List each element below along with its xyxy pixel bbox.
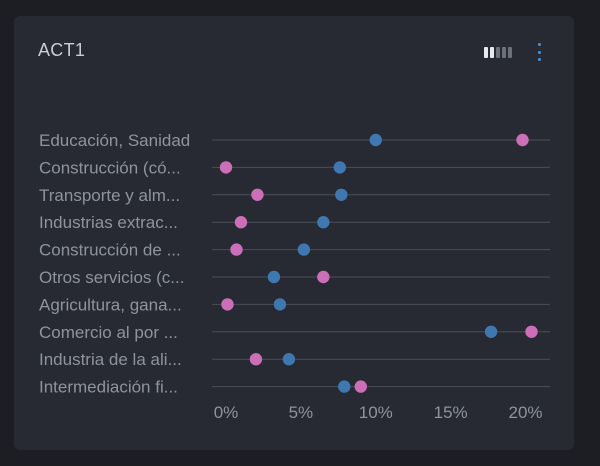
chart-card: ACT1 bbox=[14, 16, 574, 450]
data-point-series-1[interactable] bbox=[333, 161, 347, 174]
x-tick-label: 5% bbox=[289, 403, 314, 422]
data-point-series-2[interactable] bbox=[221, 298, 234, 311]
category-label: Agricultura, gana... bbox=[39, 295, 182, 314]
data-point-series-1[interactable] bbox=[317, 216, 330, 229]
data-point-series-2[interactable] bbox=[219, 161, 233, 174]
data-point-series-1[interactable] bbox=[282, 353, 296, 366]
data-point-series-2[interactable] bbox=[234, 216, 248, 229]
data-point-series-1[interactable] bbox=[335, 188, 348, 201]
data-point-series-1[interactable] bbox=[267, 270, 281, 284]
category-label: Otros servicios (c... bbox=[39, 268, 184, 287]
category-label: Educación, Sanidad bbox=[39, 131, 190, 150]
data-point-series-2[interactable] bbox=[354, 380, 367, 393]
x-tick-label: 10% bbox=[359, 403, 393, 422]
category-label: Industria de la ali... bbox=[39, 350, 182, 369]
kebab-menu-icon[interactable] bbox=[532, 41, 546, 63]
data-point-series-1[interactable] bbox=[297, 243, 311, 256]
x-tick-label: 15% bbox=[434, 403, 468, 422]
card-title: ACT1 bbox=[38, 40, 86, 60]
view-toggle-icon[interactable] bbox=[484, 47, 512, 58]
category-label: Construcción (có... bbox=[39, 158, 181, 177]
data-point-series-2[interactable] bbox=[317, 270, 330, 284]
data-point-series-2[interactable] bbox=[516, 133, 529, 147]
x-tick-label: 20% bbox=[509, 403, 543, 422]
category-label: Intermediación fi... bbox=[39, 378, 178, 397]
category-label: Construcción de ... bbox=[39, 241, 181, 260]
data-point-series-1[interactable] bbox=[273, 298, 287, 311]
data-point-series-1[interactable] bbox=[338, 380, 351, 393]
data-point-series-1[interactable] bbox=[369, 133, 382, 147]
data-point-series-2[interactable] bbox=[525, 325, 538, 338]
data-point-series-2[interactable] bbox=[251, 188, 264, 201]
data-point-series-2[interactable] bbox=[230, 243, 243, 256]
data-point-series-2[interactable] bbox=[249, 353, 263, 366]
data-point-series-1[interactable] bbox=[484, 325, 498, 338]
category-label: Transporte y alm... bbox=[39, 186, 180, 205]
category-label: Industrias extrac... bbox=[39, 213, 178, 232]
category-label: Comercio al por ... bbox=[39, 323, 178, 342]
x-tick-label: 0% bbox=[214, 403, 239, 422]
